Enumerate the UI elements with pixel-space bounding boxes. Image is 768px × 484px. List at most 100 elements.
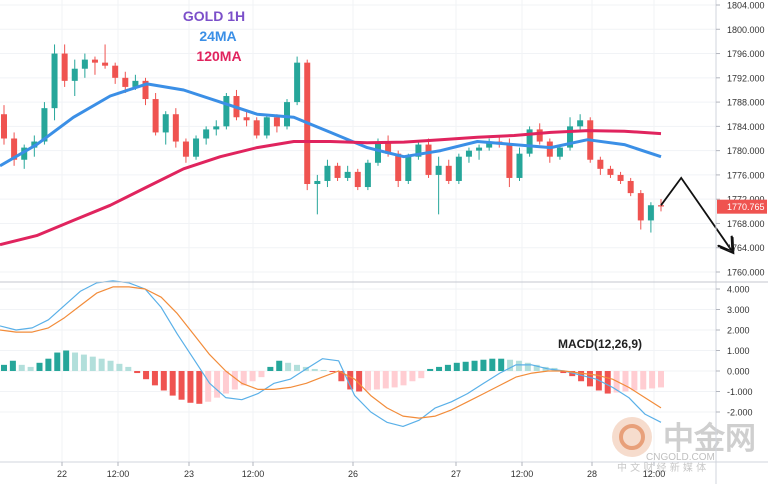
macd-histogram-bar [72, 352, 79, 371]
macd-histogram-bar [578, 371, 585, 382]
macd-histogram-bar [143, 371, 150, 380]
macd-histogram-bar [658, 371, 664, 388]
macd-histogram-bar [347, 371, 354, 390]
candle-body [516, 153, 523, 178]
macd-histogram-bar [187, 371, 194, 403]
candle-body [577, 120, 584, 127]
candle-body [334, 165, 341, 178]
macd-histogram-bar [391, 371, 398, 388]
macd-histogram-bar [9, 360, 16, 371]
candle-body [597, 159, 604, 169]
macd-histogram-bar [267, 366, 274, 371]
macd-tick-label: 4.000 [727, 285, 750, 295]
macd-histogram-bar [640, 371, 647, 390]
macd-histogram-bar [27, 366, 34, 371]
candle-body [567, 126, 574, 148]
candle-body [102, 62, 109, 66]
candle-body [637, 193, 644, 221]
macd-histogram-bar [196, 371, 203, 404]
ma-line-120ma [0, 129, 662, 247]
candle-body [263, 117, 270, 136]
last-price-label: 1770.765 [727, 202, 765, 212]
candle-body [536, 129, 543, 142]
macd-histogram-bar [515, 360, 522, 371]
macd-histogram-bar [444, 364, 451, 371]
macd-line-signal [0, 286, 662, 419]
macd-line-macd [0, 280, 662, 427]
candle-body [142, 80, 149, 100]
candle-body [112, 65, 119, 78]
candle-body [182, 141, 189, 157]
price-tick-label: 1760.000 [727, 268, 765, 278]
candle-body [324, 165, 331, 181]
candle-body [203, 129, 210, 139]
candle-body [61, 53, 68, 81]
candle-body [364, 162, 371, 188]
macd-histogram-bar [54, 352, 61, 371]
price-tick-label: 1780.000 [727, 146, 765, 156]
macd-histogram-bar [63, 350, 70, 371]
macd-histogram-bar [240, 371, 247, 386]
price-tick-label: 1764.000 [727, 243, 765, 253]
candle-body [21, 147, 28, 160]
macd-tick-label: -2.000 [727, 408, 753, 418]
time-tick-label: 12:00 [511, 469, 534, 479]
ma-line-24ma [0, 82, 662, 168]
candle-body [445, 165, 452, 181]
price-tick-label: 1788.000 [727, 98, 765, 108]
macd-histogram-bar [382, 371, 389, 389]
candle-body [162, 114, 169, 133]
macd-tick-label: 1.000 [727, 346, 750, 356]
time-tick-label: 22 [57, 469, 67, 479]
candle-body [425, 144, 432, 175]
macd-histogram-bar [45, 358, 52, 371]
candle-body [405, 156, 412, 181]
candle-body [294, 62, 301, 103]
macd-histogram-bar [205, 371, 212, 402]
candle-body [455, 156, 462, 181]
macd-tick-label: 2.000 [727, 326, 750, 336]
macd-histogram-bar [320, 369, 327, 371]
macd-histogram-bar [222, 371, 229, 394]
macd-histogram-bar [285, 362, 292, 371]
candle-body [465, 150, 472, 157]
macd-histogram-bar [498, 358, 505, 371]
candle-body [273, 117, 280, 127]
candle-body [658, 205, 664, 207]
candle-body [607, 168, 614, 175]
macd-histogram-bar [98, 358, 105, 371]
candle-body [223, 96, 230, 127]
price-tick-label: 1800.000 [727, 25, 765, 35]
time-tick-label: 26 [348, 469, 358, 479]
watermark-brand-cn: 中金网 [663, 421, 756, 457]
last-price-tag [717, 199, 767, 214]
time-tick-label: 12:00 [107, 469, 130, 479]
macd-histogram-bar [36, 362, 43, 371]
candle-body [546, 141, 553, 157]
macd-histogram-bar [365, 371, 372, 391]
candle-body [344, 171, 351, 178]
candle-body [11, 138, 18, 160]
macd-histogram-bar [622, 371, 629, 392]
macd-histogram-bar [471, 360, 478, 371]
candle-body [415, 144, 422, 157]
candle-body [374, 141, 381, 163]
macd-histogram-bar [400, 371, 407, 386]
macd-histogram-bar [116, 363, 123, 371]
macd-histogram-bar [249, 371, 256, 382]
candle-body [132, 80, 139, 87]
candle-body [51, 53, 58, 109]
macd-histogram-bar [258, 371, 265, 378]
macd-histogram-bar [160, 371, 167, 391]
price-tick-label: 1796.000 [727, 49, 765, 59]
candle-body [1, 114, 7, 139]
candle-body [647, 205, 654, 221]
macd-histogram-bar [373, 371, 380, 390]
macd-histogram-bar [436, 366, 443, 371]
candle-body [152, 99, 159, 133]
macd-histogram-bar [125, 366, 132, 371]
candle-body [435, 165, 442, 175]
macd-histogram-bar [560, 371, 567, 374]
